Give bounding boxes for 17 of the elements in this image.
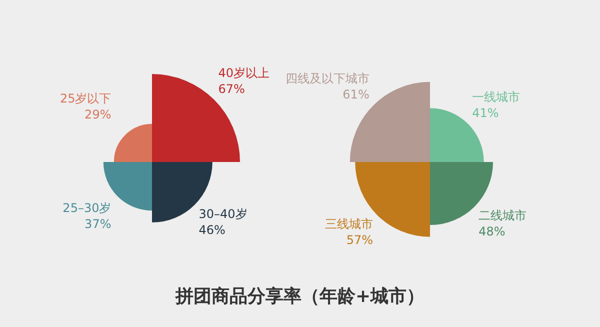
category-label: 30–40岁 <box>198 206 248 221</box>
data-label: 46% <box>198 222 226 237</box>
data-label: 37% <box>84 216 112 231</box>
category-label: 25岁以下 <box>60 91 112 106</box>
category-label: 四线及以下城市 <box>285 71 370 86</box>
category-label: 25–30岁 <box>62 200 112 215</box>
category-label: 三线城市 <box>325 217 374 232</box>
data-label: 29% <box>84 107 112 122</box>
data-label: 57% <box>346 233 374 248</box>
category-label: 40岁以上 <box>218 66 270 80</box>
data-label: 67% <box>218 82 245 96</box>
category-label: 二线城市 <box>478 208 527 223</box>
data-label: 41% <box>472 106 499 120</box>
text: 拼团商品分享率（年龄+城市） <box>174 285 426 308</box>
data-label: 48% <box>478 224 506 239</box>
data-label: 61% <box>342 87 370 102</box>
category-label: 一线城市 <box>472 90 520 104</box>
